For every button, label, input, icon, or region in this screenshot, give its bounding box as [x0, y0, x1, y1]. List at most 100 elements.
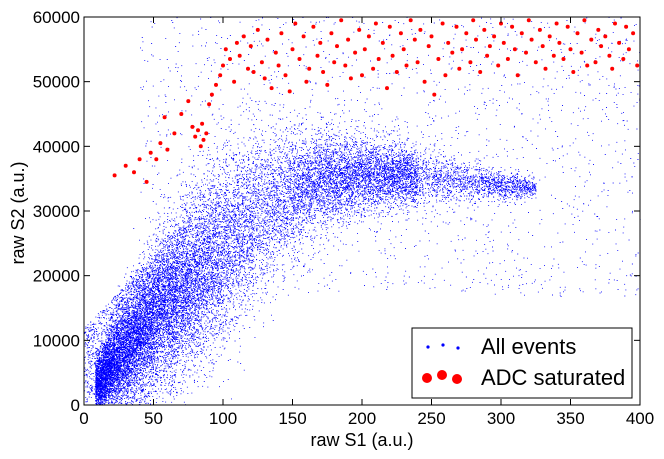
adc-saturated-point	[221, 63, 225, 68]
adc-saturated-point	[290, 47, 295, 52]
y-tick-label: 20000	[33, 267, 80, 286]
adc-saturated-point	[301, 34, 306, 39]
adc-saturated-point	[607, 53, 612, 58]
adc-saturated-point	[596, 27, 601, 32]
x-tick-label: 250	[417, 409, 445, 428]
legend-box	[411, 327, 633, 399]
adc-saturated-point	[631, 31, 636, 36]
adc-saturated-point	[373, 21, 378, 26]
adc-saturated-point	[123, 163, 128, 168]
adc-saturated-point	[429, 34, 434, 39]
adc-saturated-point	[318, 40, 323, 45]
adc-saturated-point	[154, 157, 159, 162]
adc-saturated-point	[471, 18, 476, 23]
adc-saturated-point	[440, 21, 445, 26]
adc-saturated-point	[443, 73, 448, 78]
adc-saturated-point	[241, 34, 246, 39]
adc-saturated-point	[172, 131, 177, 136]
adc-saturated-point	[624, 24, 629, 29]
adc-saturated-point	[246, 66, 250, 71]
x-tick-label: 0	[79, 409, 88, 428]
adc-saturated-point	[485, 53, 490, 58]
adc-saturated-point	[589, 37, 594, 42]
adc-saturated-point	[273, 50, 278, 55]
adc-saturated-point	[524, 50, 528, 55]
adc-saturated-point	[460, 47, 465, 52]
x-axis-label: raw S1 (a.u.)	[310, 430, 413, 450]
x-tick-label: 100	[209, 409, 237, 428]
adc-saturated-point	[265, 37, 270, 42]
adc-saturated-point	[165, 147, 170, 152]
adc-saturated-point	[387, 24, 392, 29]
adc-saturated-point	[307, 66, 312, 71]
adc-saturated-point	[426, 44, 431, 49]
legend-marker-all-events	[426, 343, 460, 350]
adc-saturated-point	[137, 157, 142, 162]
adc-saturated-point	[335, 44, 339, 49]
adc-saturated-point	[482, 27, 487, 32]
adc-saturated-point	[635, 63, 640, 68]
adc-saturated-point	[218, 73, 223, 78]
adc-saturated-point	[255, 27, 260, 32]
scatter-layer	[84, 16, 641, 406]
adc-saturated-point	[380, 40, 385, 45]
adc-saturated-point	[543, 66, 548, 71]
adc-saturated-point	[436, 57, 441, 61]
adc-saturated-point	[401, 47, 406, 52]
adc-saturated-point	[325, 82, 330, 87]
adc-saturated-point	[585, 63, 590, 68]
adc-saturated-point	[557, 40, 562, 45]
adc-saturated-point	[537, 27, 542, 32]
y-tick-label: 50000	[33, 73, 80, 92]
adc-saturated-point	[515, 73, 520, 78]
adc-saturated-point	[626, 47, 631, 52]
adc-saturated-point	[237, 53, 242, 58]
legend-label-all-events: All events	[481, 334, 576, 359]
adc-saturated-point	[571, 70, 576, 74]
x-tick-label: 200	[348, 409, 376, 428]
adc-saturated-point	[376, 57, 381, 61]
adc-saturated-point	[501, 40, 506, 45]
adc-saturated-point	[193, 134, 198, 139]
adc-saturated-point	[496, 63, 501, 68]
adc-saturated-point	[179, 112, 184, 116]
adc-saturated-point	[283, 73, 288, 78]
all-events-point-cloud	[84, 16, 641, 406]
adc-saturated-point	[287, 89, 292, 94]
adc-saturated-point	[593, 60, 598, 65]
adc-saturated-point	[360, 73, 364, 78]
adc-saturated-point	[610, 66, 615, 71]
adc-saturated-point	[454, 24, 459, 29]
adc-saturated-point	[394, 70, 399, 74]
adc-saturated-point	[362, 47, 367, 52]
y-axis-label: raw S2 (a.u.)	[8, 161, 28, 264]
adc-saturated-point	[321, 70, 326, 74]
adc-saturated-point	[621, 57, 626, 61]
legend-label-adc-saturated: ADC saturated	[481, 365, 625, 390]
adc-saturated-point	[422, 79, 427, 84]
x-tick-label: 400	[626, 409, 654, 428]
adc-saturated-point	[186, 99, 191, 104]
adc-saturated-point	[432, 92, 437, 97]
adc-saturated-point	[547, 34, 552, 39]
y-tick-label: 30000	[33, 202, 80, 221]
adc-saturated-point	[207, 102, 212, 107]
legend: All events ADC saturated	[411, 327, 633, 399]
adc-saturated-point	[529, 37, 534, 42]
adc-saturated-point	[492, 34, 497, 39]
adc-saturated-point	[385, 86, 389, 91]
y-tick-label: 0	[71, 396, 80, 415]
adc-saturated-point	[457, 66, 462, 71]
adc-saturated-point	[582, 18, 587, 23]
adc-saturated-point	[276, 63, 281, 68]
adc-saturated-point	[404, 63, 409, 68]
y-tick-label: 60000	[33, 8, 80, 27]
x-tick-label: 50	[144, 409, 163, 428]
adc-saturated-point	[158, 141, 163, 146]
adc-saturated-point	[357, 27, 362, 32]
adc-saturated-point	[332, 60, 337, 65]
adc-saturated-point	[533, 60, 538, 65]
adc-saturated-point	[450, 50, 455, 55]
x-tick-label: 150	[278, 409, 306, 428]
adc-saturated-point	[446, 40, 451, 45]
